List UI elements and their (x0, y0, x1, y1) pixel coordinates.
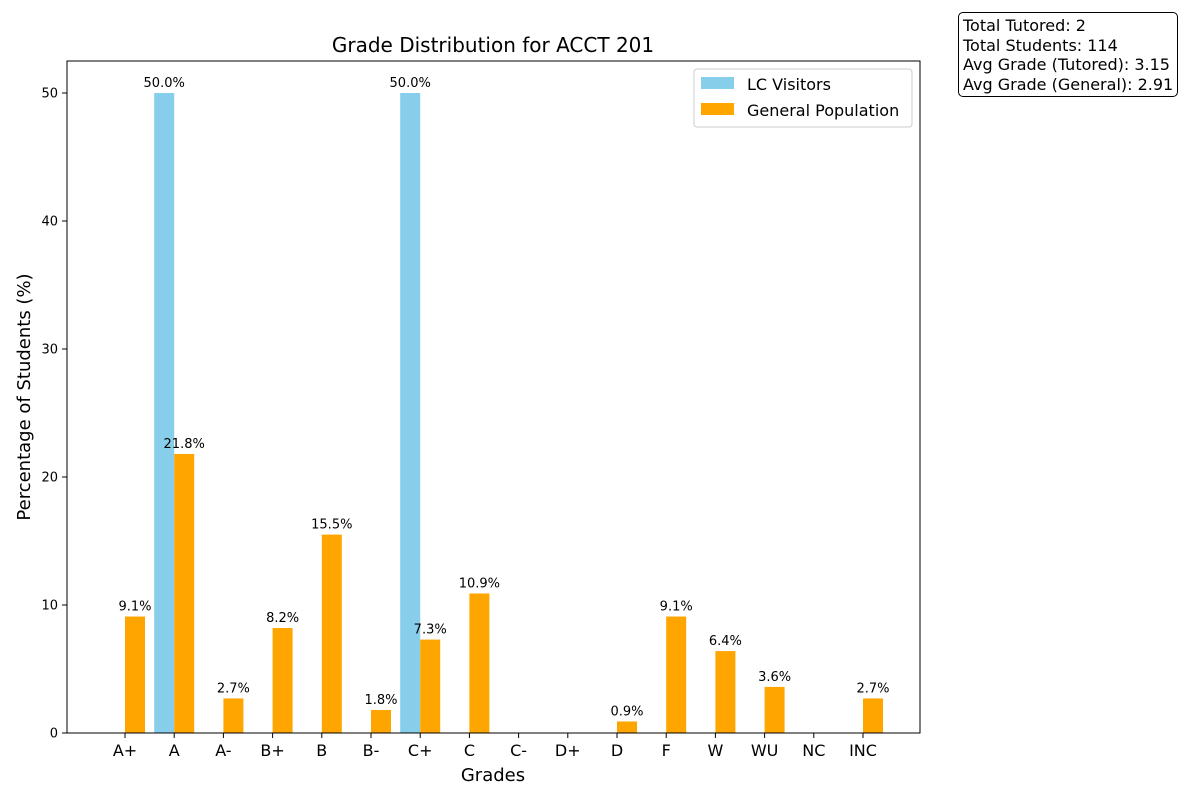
bar-generalpopulation-wu (764, 686, 785, 733)
bars-group (125, 93, 883, 733)
x-axis-label: Grades (461, 765, 525, 786)
x-tick-label-b-plus: B+ (260, 741, 284, 760)
bar-value-label: 2.7% (217, 681, 250, 696)
bar-generalpopulation-d (617, 721, 637, 733)
bar-lcvisitors-a (154, 93, 175, 733)
x-tick-label-a-plus: A+ (113, 741, 137, 760)
y-tick-label: 10 (41, 599, 58, 614)
bar-value-label: 7.3% (414, 623, 447, 638)
bar-value-label: 8.2% (266, 611, 299, 626)
legend-label-general-population: General Population (747, 101, 899, 120)
bar-generalpopulation-inc (863, 698, 883, 733)
x-tick-label-b-minus: B- (363, 741, 380, 760)
bar-value-label: 1.8% (364, 693, 397, 708)
y-tick-label: 20 (41, 471, 58, 486)
stats-summary-box: Total Tutored: 2 Total Students: 114 Avg… (958, 12, 1179, 97)
x-tick-label-b: B (316, 741, 327, 760)
bar-value-label: 2.7% (856, 681, 889, 696)
bar-value-label: 50.0% (144, 76, 185, 91)
x-axis-ticks: A+ A A- B+ B B- C+ C C- D+ D F W WU NC INC (113, 733, 877, 760)
bar-generalpopulation-f (666, 616, 687, 733)
bar-generalpopulation-c (469, 593, 490, 733)
bar-value-label: 3.6% (758, 670, 791, 685)
x-tick-label-d: D (611, 741, 623, 760)
x-tick-label-wu: WU (751, 741, 779, 760)
x-tick-label-a-minus: A- (215, 741, 231, 760)
bar-value-label: 6.4% (709, 634, 742, 649)
y-axis-label: Percentage of Students (%) (14, 273, 35, 520)
y-tick-label: 0 (50, 727, 58, 742)
legend-label-lc-visitors: LC Visitors (747, 75, 831, 94)
x-tick-label-d-plus: D+ (555, 741, 581, 760)
bar-value-label: 9.1% (118, 600, 151, 615)
y-tick-label: 50 (41, 87, 58, 102)
x-tick-label-a: A (169, 741, 180, 760)
bar-labels-group: 50.0% 50.0% 9.1% 21.8% 2.7% 8.2% 15.5% 1.8% 7.3%… (118, 76, 889, 719)
bar-generalpopulation-a-plus (125, 616, 145, 733)
bar-generalpopulation-c-plus (420, 639, 441, 733)
total-tutored-text: Total Tutored: 2 (963, 16, 1086, 35)
x-tick-label-nc: NC (802, 741, 825, 760)
avg-grade-tutored-text: Avg Grade (Tutored): 3.15 (963, 55, 1170, 74)
x-tick-label-c-plus: C+ (408, 741, 433, 760)
bar-value-label: 50.0% (390, 76, 431, 91)
x-tick-label-inc: INC (849, 741, 877, 760)
bar-value-label: 21.8% (164, 437, 205, 452)
legend: LC Visitors General Population (693, 68, 913, 128)
bar-generalpopulation-b (321, 534, 342, 733)
bar-generalpopulation-a-minus (223, 698, 244, 733)
x-tick-label-w: W (707, 741, 723, 760)
y-axis-ticks: 0 10 20 30 40 50 (41, 87, 67, 742)
avg-grade-general-text: Avg Grade (General): 2.91 (963, 74, 1174, 94)
y-tick-label: 30 (41, 343, 58, 358)
total-students-text: Total Students: 114 (963, 35, 1118, 55)
x-tick-label-c: C (464, 741, 475, 760)
bar-lcvisitors-c-plus (400, 93, 421, 733)
x-tick-label-c-minus: C- (510, 741, 527, 760)
legend-swatch-general-population (701, 103, 734, 115)
bar-generalpopulation-w (715, 651, 736, 733)
legend-swatch-lc-visitors (701, 77, 734, 89)
bar-value-label: 0.9% (610, 704, 643, 719)
bar-value-label: 9.1% (660, 600, 693, 615)
x-tick-label-f: F (662, 741, 671, 760)
bar-generalpopulation-b-minus (371, 709, 391, 733)
y-tick-label: 40 (41, 215, 58, 230)
bar-generalpopulation-b-plus (272, 628, 293, 733)
legend-frame (693, 68, 913, 128)
bar-generalpopulation-a (174, 453, 195, 733)
bar-value-label: 15.5% (311, 518, 352, 533)
bar-value-label: 10.9% (459, 576, 500, 591)
chart-title: Grade Distribution for ACCT 201 (332, 33, 654, 57)
plot-frame (66, 60, 921, 734)
